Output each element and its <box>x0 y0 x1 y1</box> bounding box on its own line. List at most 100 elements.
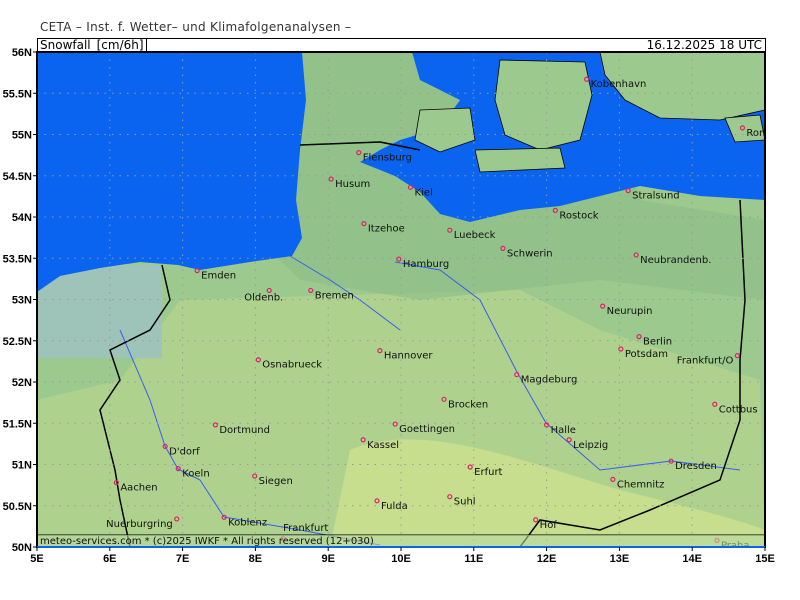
city-label: Siegen <box>259 476 293 487</box>
footer-credit: meteo-services.com * (c)2025 IWKF * All … <box>40 536 374 547</box>
city-label: Frankfurt <box>283 523 328 534</box>
north-sea <box>37 52 306 292</box>
city-marker <box>113 480 119 486</box>
city-label: Frankfurt/O <box>677 356 734 367</box>
city-label: Brocken <box>448 399 488 410</box>
lon-tick-label: 12E <box>537 553 557 565</box>
city-marker <box>552 207 558 213</box>
city-label: Schwerin <box>507 248 553 259</box>
city-marker <box>212 422 218 428</box>
city-label: Neurupin <box>607 306 653 317</box>
lat-tick-label: 53.5N <box>3 253 32 265</box>
city-label: D'dorf <box>169 446 200 457</box>
lon-tick-label: 11E <box>464 553 483 565</box>
city-label: Nuerburgring <box>106 519 173 530</box>
city-marker <box>543 422 550 428</box>
city-label: Hannover <box>384 351 434 362</box>
city-marker <box>447 227 453 233</box>
city-label: Emden <box>201 271 236 282</box>
city-marker <box>174 516 180 522</box>
lon-tick-label: 14E <box>682 553 702 565</box>
lat-tick-label: 50.5N <box>3 501 32 513</box>
lon-tick-label: 5E <box>30 553 43 565</box>
city-label: Fulda <box>381 501 408 512</box>
city-label: Oldenb. <box>244 292 283 303</box>
city-marker <box>266 287 272 294</box>
city-marker <box>584 76 590 82</box>
city-marker <box>566 437 572 443</box>
city-label: Berlin <box>643 337 672 348</box>
city-marker <box>610 476 616 482</box>
city-marker <box>441 396 447 402</box>
lat-tick-label: 54N <box>12 212 32 224</box>
lon-tick-label: 9E <box>321 553 334 565</box>
city-label: Leipzig <box>573 440 608 451</box>
city-marker <box>447 494 453 500</box>
lolland-island <box>474 147 566 173</box>
city-marker <box>467 464 473 470</box>
lat-tick-label: 53N <box>12 295 32 307</box>
city-label: Kiel <box>414 187 432 198</box>
city-marker <box>407 184 414 190</box>
lat-tick-label: 54.5N <box>3 171 32 183</box>
lat-tick-label: 55.5N <box>3 88 32 100</box>
city-label: Kassel <box>367 440 399 451</box>
lon-tick-label: 15E <box>755 553 775 565</box>
city-marker <box>162 443 168 449</box>
city-label: Kobenhavn <box>591 79 647 90</box>
city-marker <box>361 221 367 227</box>
city-label: Rostock <box>559 210 598 221</box>
city-marker <box>668 458 674 464</box>
city-label: Potsdam <box>625 349 668 360</box>
city-label: Hamburg <box>403 259 449 270</box>
city-label: Stralsund <box>632 191 680 202</box>
city-label: Hof <box>540 520 558 531</box>
chart-title: CETA – Inst. f. Wetter– und Klimafolgena… <box>40 20 352 34</box>
city-label: Dortmund <box>219 425 270 436</box>
city-marker <box>221 514 227 520</box>
lat-tick-label: 51N <box>12 460 32 472</box>
footer-band <box>37 535 765 547</box>
lat-tick-label: 56N <box>12 47 32 59</box>
city-label: Ronne <box>746 128 777 139</box>
city-label: Halle <box>551 425 576 436</box>
city-label: Dresden <box>675 461 717 472</box>
city-label: Koblenz <box>228 517 267 528</box>
city-label: Osnabrueck <box>262 360 322 371</box>
city-marker <box>392 421 398 427</box>
lon-tick-label: 8E <box>249 553 262 565</box>
city-marker <box>712 401 718 407</box>
funen-island <box>414 107 476 153</box>
city-marker <box>618 346 624 352</box>
city-marker <box>360 437 366 443</box>
city-markers: Kobenhavn Ronne Flensburg Husum Kiel Stralsun… <box>106 76 777 547</box>
lat-tick-label: 52N <box>12 377 32 389</box>
city-marker <box>374 498 380 504</box>
city-label: Suhl <box>454 497 476 508</box>
parameter-label: Snowfall_[cm/6h] <box>38 39 147 52</box>
city-marker <box>328 176 334 182</box>
city-label: Itzehoe <box>368 224 405 235</box>
lat-tick-label: 52.5N <box>3 336 32 348</box>
city-marker <box>500 245 506 251</box>
city-label: Goettingen <box>399 424 455 435</box>
lon-tick-label: 13E <box>610 553 630 565</box>
city-label: Erfurt <box>474 467 502 478</box>
city-label: Luebeck <box>454 230 496 241</box>
city-marker <box>396 256 402 262</box>
city-label: Husum <box>335 179 370 190</box>
city-marker <box>600 303 606 309</box>
city-marker <box>739 125 746 131</box>
city-marker <box>175 466 181 472</box>
valid-time: 16.12.2025 18 UTC <box>646 38 762 52</box>
grid-lines <box>37 52 765 547</box>
lon-tick-label: 10E <box>391 553 411 565</box>
city-marker <box>636 334 642 340</box>
city-label: Koeln <box>182 469 209 480</box>
sweden-land <box>599 52 765 121</box>
city-marker <box>194 268 200 274</box>
city-marker <box>255 357 261 363</box>
city-label: Chemnitz <box>617 479 665 490</box>
snowfall-field-lighter <box>330 439 765 547</box>
